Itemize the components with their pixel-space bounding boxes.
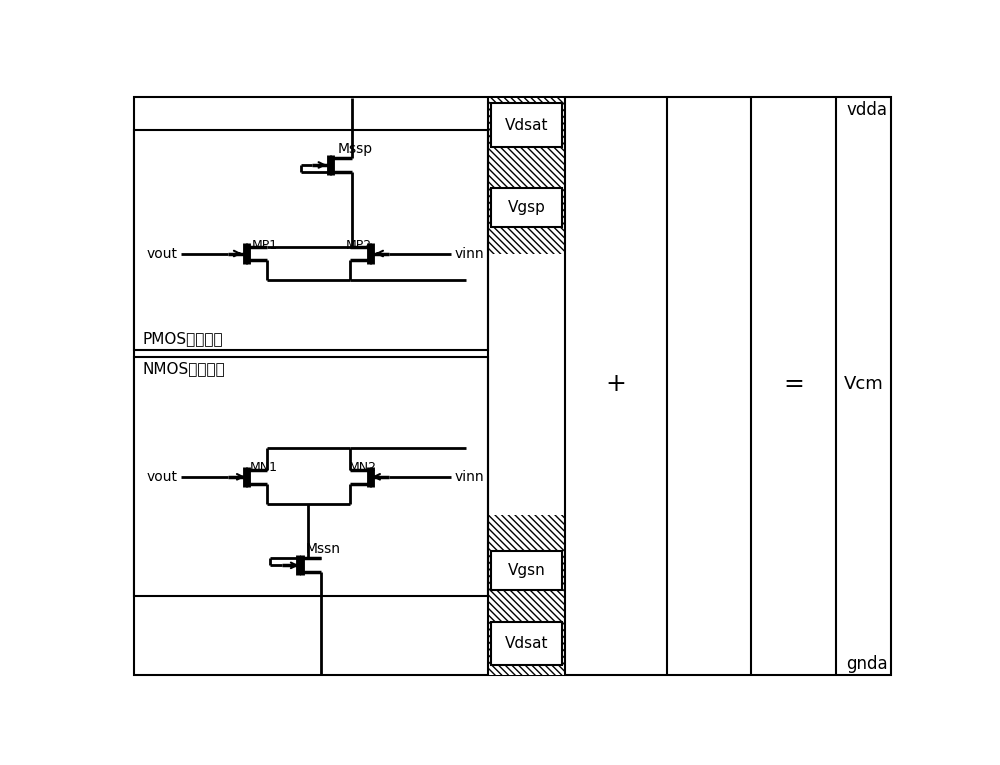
Text: MP1: MP1 bbox=[251, 239, 278, 252]
Text: PMOS输入对管: PMOS输入对管 bbox=[143, 330, 224, 346]
Bar bbox=[491, 103, 562, 147]
Text: vinn: vinn bbox=[455, 470, 484, 483]
Text: gnda: gnda bbox=[846, 655, 888, 673]
Text: vdda: vdda bbox=[846, 100, 887, 119]
Text: NMOS输入对管: NMOS输入对管 bbox=[143, 362, 226, 376]
Bar bbox=[134, 357, 488, 596]
Text: vinn: vinn bbox=[455, 246, 484, 261]
Bar bbox=[488, 98, 565, 253]
Text: MN1: MN1 bbox=[250, 461, 278, 474]
Text: +: + bbox=[605, 373, 626, 396]
Text: Mssn: Mssn bbox=[305, 542, 340, 556]
Text: Vdsat: Vdsat bbox=[505, 118, 548, 133]
Bar bbox=[491, 621, 562, 666]
Text: Vgsn: Vgsn bbox=[507, 563, 545, 578]
Bar bbox=[488, 516, 565, 675]
Bar bbox=[491, 188, 562, 226]
Text: Vcm: Vcm bbox=[844, 376, 883, 393]
Text: Vgsp: Vgsp bbox=[507, 200, 545, 215]
Text: vout: vout bbox=[147, 470, 178, 483]
Text: =: = bbox=[783, 373, 804, 396]
Text: Vdsat: Vdsat bbox=[505, 636, 548, 651]
Text: Mssp: Mssp bbox=[338, 142, 373, 156]
Bar bbox=[491, 552, 562, 590]
Text: vout: vout bbox=[147, 246, 178, 261]
Bar bbox=[134, 130, 488, 350]
Text: MP2: MP2 bbox=[346, 239, 372, 252]
Text: MN2: MN2 bbox=[348, 461, 376, 474]
